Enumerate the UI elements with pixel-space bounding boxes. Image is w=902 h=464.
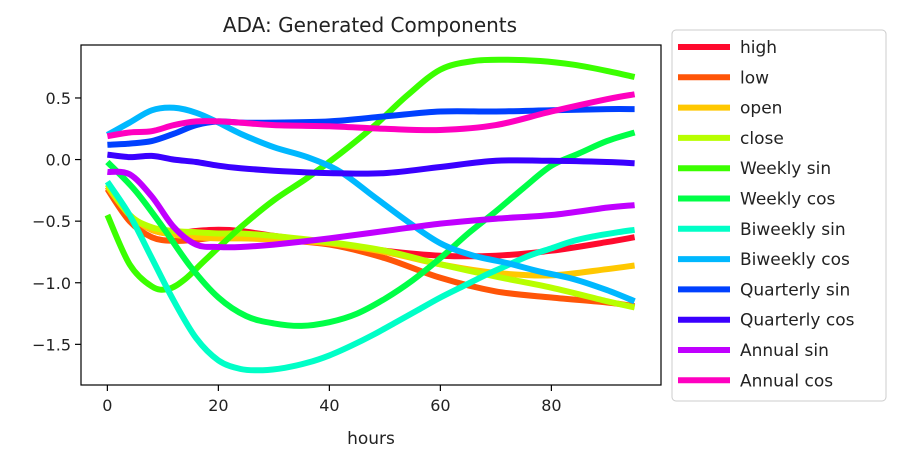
series-line-quarterly-cos (107, 151, 635, 177)
series-line-weekly-cos (105, 129, 636, 329)
x-tick-label: 0 (102, 396, 112, 415)
legend-label: Annual cos (740, 371, 833, 391)
legend-label: Quarterly cos (740, 311, 855, 331)
legend-label: open (740, 99, 782, 119)
x-tick-label: 80 (541, 396, 561, 415)
x-tick-label: 20 (208, 396, 228, 415)
x-tick-label: 60 (430, 396, 450, 415)
y-tick-label: 0.5 (46, 89, 71, 108)
y-tick-label: −0.5 (32, 212, 71, 231)
y-tick-label: −1.0 (32, 274, 71, 293)
series-line-biweekly-sin (104, 180, 636, 374)
legend-label: low (740, 68, 769, 88)
legend-label: Weekly sin (740, 159, 831, 179)
x-axis: 0 20 40 60 80 (102, 385, 562, 415)
series-layer (104, 56, 636, 374)
legend-label: high (740, 38, 777, 58)
series-line-annual-cos (106, 91, 636, 140)
legend-label: Biweekly cos (740, 250, 850, 270)
legend: high low open close Weekly sin Weekly cos Biwe… (671, 29, 887, 402)
y-tick-label: −1.5 (32, 335, 71, 354)
y-axis: 0.5 0.0 −0.5 −1.0 −1.5 (32, 89, 81, 354)
series-line-close (104, 182, 636, 311)
legend-label: Annual sin (740, 341, 829, 361)
legend-label: close (740, 129, 784, 149)
y-tick-label: 0.0 (46, 151, 71, 170)
legend-label: Weekly cos (740, 190, 836, 210)
x-axis-label: hours (347, 429, 395, 449)
x-tick-label: 40 (319, 396, 339, 415)
legend-label: Quarterly sin (740, 280, 850, 300)
plot-frame (80, 44, 662, 386)
series-line-annual-sin (107, 168, 635, 251)
chart-title: ADA: Generated Components (223, 13, 517, 37)
legend-box (671, 29, 887, 402)
legend-label: Biweekly sin (740, 220, 846, 240)
